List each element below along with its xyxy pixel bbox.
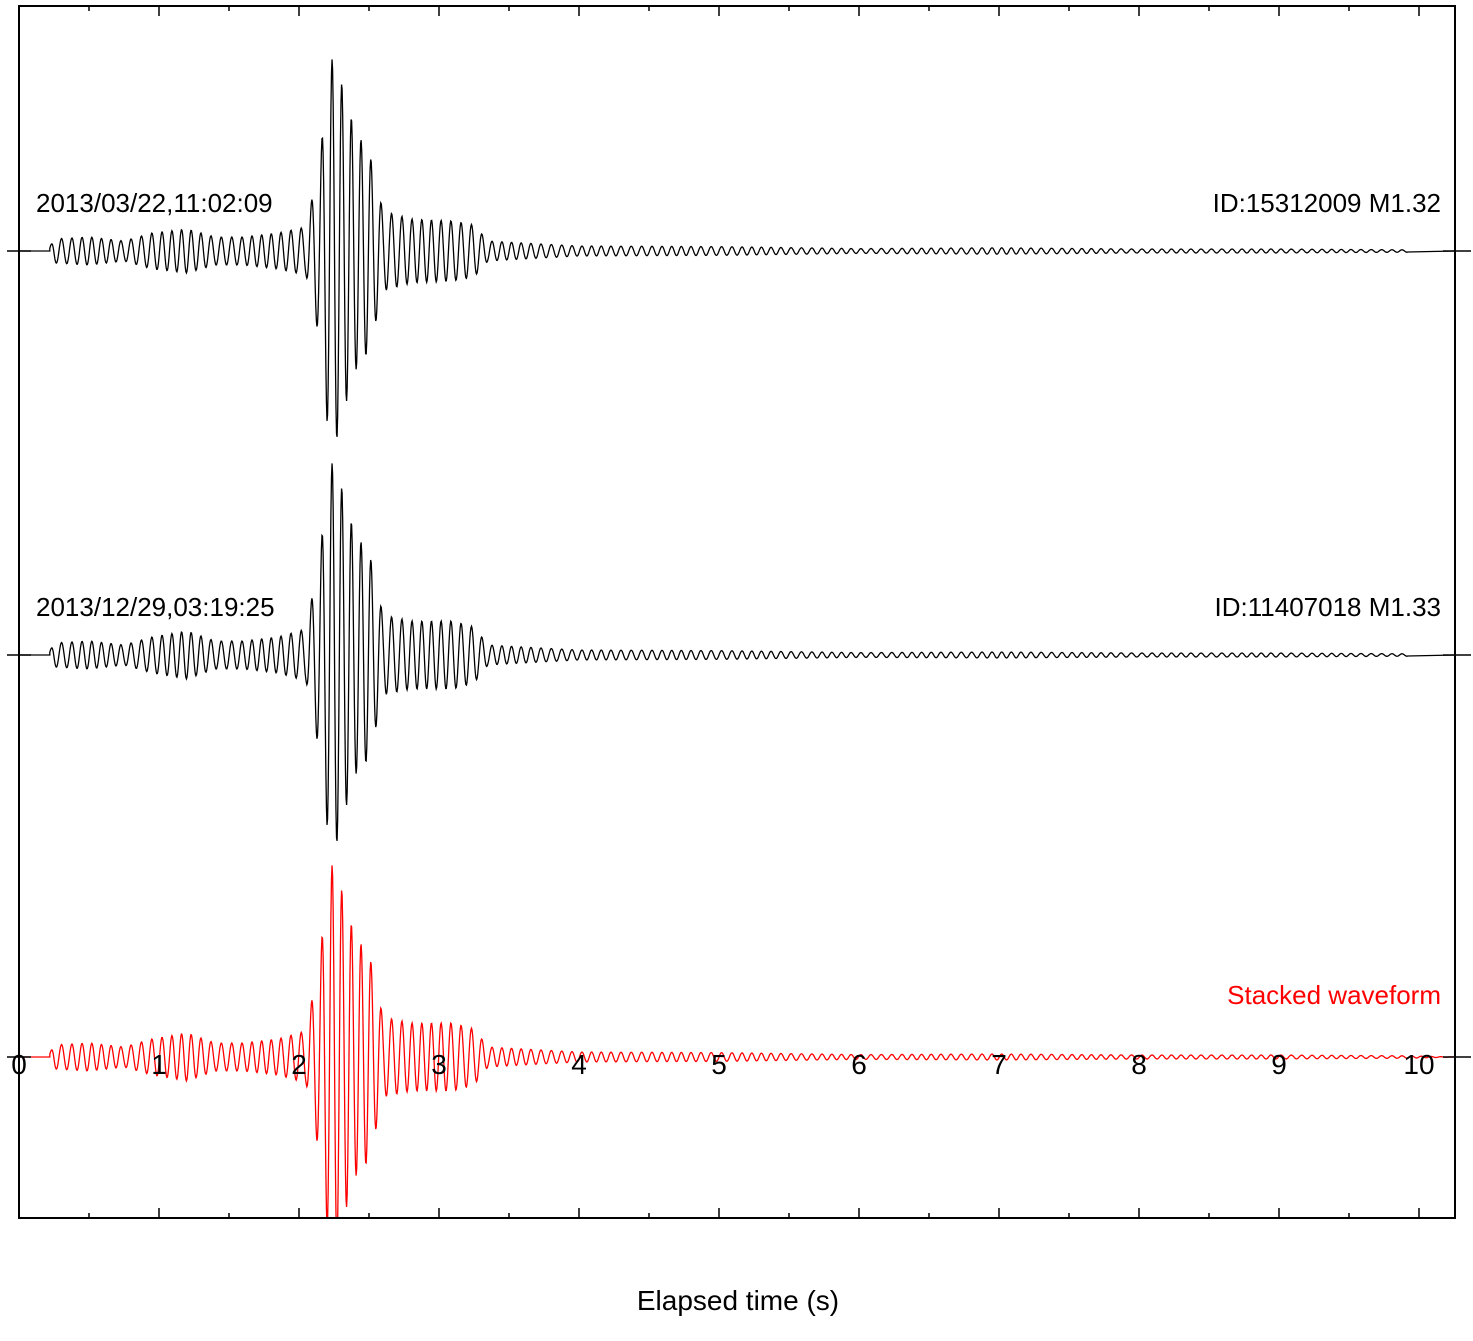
trace-date-label: 2013/12/29,03:19:25: [36, 592, 275, 622]
x-tick-label: 8: [1131, 1049, 1147, 1080]
waveform-trace-1: [19, 59, 1455, 438]
x-tick-label: 4: [571, 1049, 587, 1080]
trace-date-label: 2013/03/22,11:02:09: [36, 188, 273, 218]
x-tick-label: 5: [711, 1049, 727, 1080]
x-tick-labels: 0 1 2 3 4 5 6 7 8 9 10: [11, 1049, 1434, 1080]
x-tick-label: 3: [431, 1049, 447, 1080]
x-tick-label: 2: [291, 1049, 307, 1080]
trace-id-label: ID:11407018 M1.33: [1215, 592, 1441, 622]
trace-id-label: ID:15312009 M1.32: [1213, 188, 1441, 218]
x-tick-label: 0: [11, 1049, 27, 1080]
x-tick-label: 7: [991, 1049, 1007, 1080]
x-tick-label: 9: [1271, 1049, 1287, 1080]
trace-labels: 2013/03/22,11:02:09 ID:15312009 M1.32 2013…: [36, 188, 1441, 1010]
x-tick-label: 1: [151, 1049, 167, 1080]
axis-ticks: [7, 6, 1471, 1218]
trace-id-label: Stacked waveform: [1227, 980, 1441, 1010]
x-tick-label: 6: [851, 1049, 867, 1080]
x-axis-label: Elapsed time (s): [637, 1285, 839, 1316]
waveform-traces: [19, 59, 1455, 1218]
waveform-trace-3: [19, 865, 1455, 1218]
x-tick-label: 10: [1403, 1049, 1434, 1080]
waveform-trace-2: [19, 463, 1455, 842]
plot-frame: [18, 5, 1456, 1219]
